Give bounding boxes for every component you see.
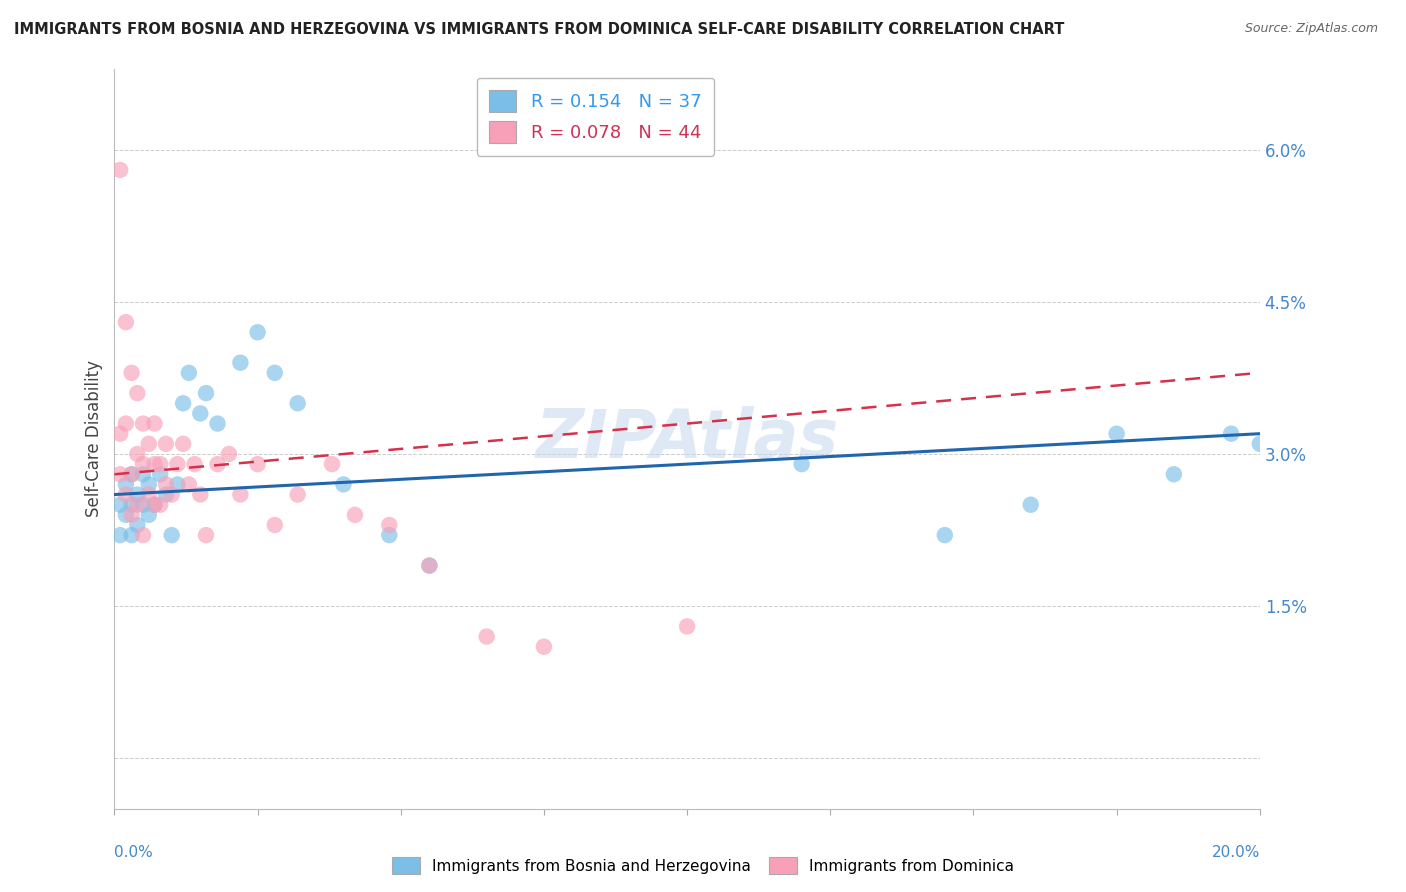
Point [115, 508, 138, 522]
Point [218, 447, 240, 461]
Point [132, 528, 155, 542]
Point [378, 518, 401, 533]
Point [195, 528, 218, 542]
Point [149, 467, 172, 482]
Point [418, 558, 440, 573]
Point [121, 528, 143, 542]
Point [332, 477, 354, 491]
Point [127, 447, 149, 461]
Point [246, 457, 269, 471]
Point [1105, 426, 1128, 441]
Text: Source: ZipAtlas.com: Source: ZipAtlas.com [1244, 22, 1378, 36]
Point [155, 487, 177, 501]
Point [418, 558, 440, 573]
Point [934, 528, 956, 542]
Point [188, 487, 211, 501]
Point [127, 498, 149, 512]
Point [115, 477, 138, 491]
Point [246, 325, 269, 339]
Point [149, 498, 172, 512]
Point [1019, 498, 1042, 512]
Point [160, 528, 183, 542]
Legend: Immigrants from Bosnia and Herzegovina, Immigrants from Dominica: Immigrants from Bosnia and Herzegovina, … [387, 851, 1019, 880]
Point [121, 498, 143, 512]
Point [263, 518, 285, 533]
Text: IMMIGRANTS FROM BOSNIA AND HERZEGOVINA VS IMMIGRANTS FROM DOMINICA SELF-CARE DIS: IMMIGRANTS FROM BOSNIA AND HERZEGOVINA V… [14, 22, 1064, 37]
Point [195, 386, 218, 401]
Point [121, 467, 143, 482]
Point [229, 487, 252, 501]
Point [143, 457, 166, 471]
Point [132, 457, 155, 471]
Point [138, 477, 160, 491]
Point [1163, 467, 1185, 482]
Point [121, 467, 143, 482]
Point [343, 508, 366, 522]
Point [155, 437, 177, 451]
Point [177, 477, 200, 491]
Point [115, 487, 138, 501]
Y-axis label: Self-Care Disability: Self-Care Disability [86, 360, 103, 517]
Point [676, 619, 699, 633]
Point [475, 630, 498, 644]
Point [121, 508, 143, 522]
Point [108, 426, 131, 441]
Point [172, 396, 194, 410]
Point [155, 477, 177, 491]
Point [138, 437, 160, 451]
Legend: R = 0.154   N = 37, R = 0.078   N = 44: R = 0.154 N = 37, R = 0.078 N = 44 [477, 78, 714, 156]
Point [172, 437, 194, 451]
Point [132, 498, 155, 512]
Point [138, 508, 160, 522]
Text: ZIPAtlas: ZIPAtlas [536, 406, 838, 472]
Point [207, 457, 229, 471]
Point [378, 528, 401, 542]
Point [177, 366, 200, 380]
Point [166, 457, 188, 471]
Point [108, 467, 131, 482]
Point [108, 498, 131, 512]
Point [132, 467, 155, 482]
Point [1249, 437, 1271, 451]
Text: 0.0%: 0.0% [114, 845, 153, 860]
Point [138, 487, 160, 501]
Point [149, 457, 172, 471]
Point [115, 315, 138, 329]
Point [790, 457, 813, 471]
Point [166, 477, 188, 491]
Point [127, 518, 149, 533]
Point [263, 366, 285, 380]
Text: 20.0%: 20.0% [1212, 845, 1260, 860]
Point [160, 487, 183, 501]
Point [321, 457, 343, 471]
Point [127, 487, 149, 501]
Point [533, 640, 555, 654]
Point [108, 528, 131, 542]
Point [132, 417, 155, 431]
Point [115, 417, 138, 431]
Point [143, 498, 166, 512]
Point [229, 356, 252, 370]
Point [143, 417, 166, 431]
Point [1220, 426, 1243, 441]
Point [207, 417, 229, 431]
Point [188, 406, 211, 420]
Point [108, 163, 131, 178]
Point [183, 457, 205, 471]
Point [127, 386, 149, 401]
Point [143, 498, 166, 512]
Point [287, 487, 309, 501]
Point [287, 396, 309, 410]
Point [121, 366, 143, 380]
